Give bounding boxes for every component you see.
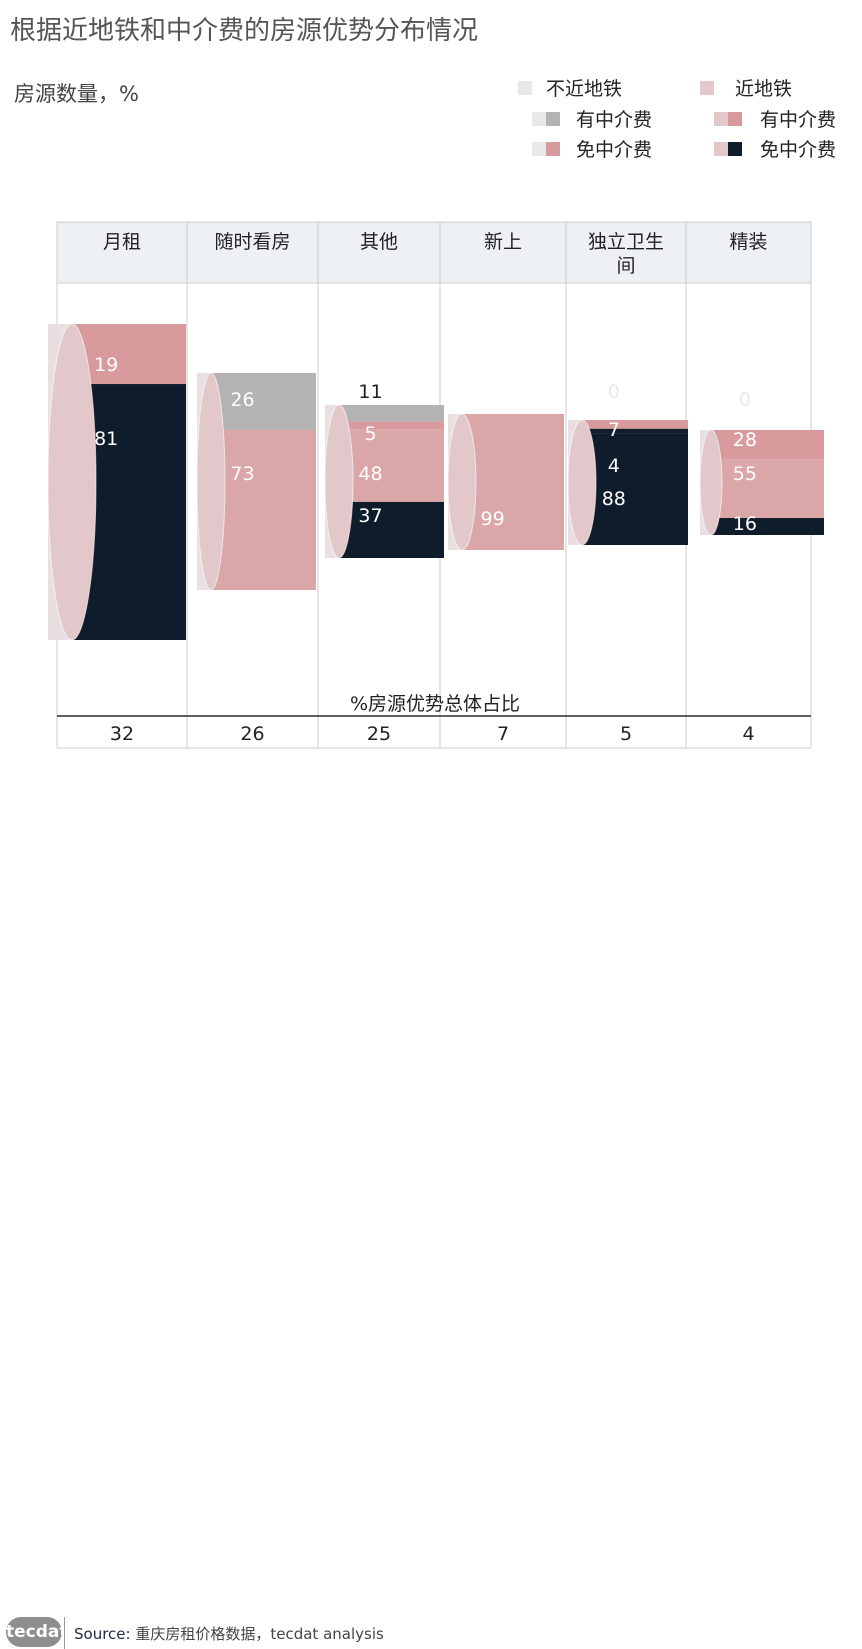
legend-swatch-near-nofee-a [714,142,728,156]
cylinder-left-cap [448,414,476,550]
cylinder-4 [447,413,564,551]
cylinder-segment [339,405,444,422]
category-label: 间 [616,255,635,277]
cylinder-5 [567,419,688,546]
source-divider [64,1617,65,1649]
cylinder-segment [582,428,688,434]
legend-label-far-fee: 有中介费 [576,109,653,131]
legend-label-far: 不近地铁 [546,78,623,100]
cylinder-cap-outline [196,372,226,591]
segment-value-label: 55 [733,463,757,485]
segment-value-label: 0 [608,381,620,403]
cylinder-cap-outline [567,419,597,546]
segment-value-label: 19 [94,354,118,376]
source-label: Source: [74,1625,131,1643]
legend-label-near-nofee: 免中介费 [760,139,837,161]
legend-label-near: 近地铁 [735,78,793,100]
category-label: 新上 [484,231,522,253]
cylinder-left-cap [568,420,596,545]
category-label: 月租 [103,231,141,253]
source-value: 重庆房租价格数据，tecdat analysis [135,1625,384,1643]
cylinder-6 [699,429,824,536]
legend-swatch-near-fee-b [728,112,742,126]
cylinder-cap-outline [47,323,97,641]
cylinder-3 [324,404,444,559]
segment-value-label: 48 [358,463,382,485]
header-background [57,222,811,283]
source-bar: tecdat Source: 重庆房租价格数据，tecdat analysis [0,805,862,1649]
cylinder-segment [582,420,688,429]
cylinder-2 [196,372,316,591]
cylinder-left-cap [700,430,722,535]
legend-label-near-fee: 有中介费 [760,109,837,131]
source-text: Source: 重庆房租价格数据，tecdat analysis [74,1623,384,1644]
legend-swatch-near-fee-a [714,112,728,126]
total-share-value: 7 [497,723,509,745]
total-share-value: 26 [240,723,264,745]
segment-value-label: 7 [608,419,620,441]
segment-value-label: 4 [608,455,620,477]
cylinder-segment [211,429,316,590]
legend: 不近地铁 近地铁 有中介费 有中介费 免中介费 免中介费 [0,0,862,170]
segment-value-label: 37 [358,505,382,527]
legend-swatch-far-nofee-a [532,142,546,156]
legend-swatch-far-nofee-b [546,142,560,156]
category-label: 独立卫生 [588,231,664,253]
cylinder-left-cap [197,373,225,590]
cylinder-segment [711,430,824,460]
segment-value-label: 99 [481,508,505,530]
total-share-value: 32 [110,723,134,745]
segment-value-label: 88 [602,488,626,510]
cylinder-segment [339,429,444,502]
cylinder-segment [711,518,824,535]
legend-swatch-far [518,81,532,95]
legend-swatch-near-nofee-b [728,142,742,156]
segment-value-label: 81 [94,428,118,450]
segment-value-label: 73 [230,463,254,485]
cylinder-segment [339,421,444,430]
total-share-label: %房源优势总体占比 [350,693,520,715]
total-share-value: 25 [367,723,391,745]
cylinder-segment [72,324,186,385]
segment-value-label: 11 [358,381,382,403]
category-label: 随时看房 [214,231,290,253]
segment-value-label: 26 [230,389,254,411]
segment-value-label: 5 [364,423,376,445]
legend-swatch-near [700,81,714,95]
cylinder-cap-outline [324,404,354,559]
chart-title: 根据近地铁和中介费的房源优势分布情况 [10,16,479,46]
cylinder-segment [711,459,824,519]
category-label: 精装 [729,231,767,253]
segment-value-label: 0 [739,389,751,411]
segment-value-label: 28 [733,429,757,451]
total-share-value: 4 [742,723,754,745]
cylinder-segment [339,501,444,558]
legend-swatch-far-fee-b [546,112,560,126]
tecdat-logo: tecdat [6,1617,68,1647]
cylinder-left-cap [48,324,96,640]
cylinder-segment [211,373,316,430]
chart-subtitle: 房源数量，% [14,82,139,106]
category-label: 其他 [360,231,398,253]
cylinder-segment [582,433,688,545]
total-share-value: 5 [620,723,632,745]
cylinder-left-cap [325,405,353,558]
cylinder-segment [462,414,564,550]
legend-swatch-far-fee-a [532,112,546,126]
cylinder-1 [47,323,186,641]
cylinder-cap-outline [699,429,723,536]
legend-label-far-nofee: 免中介费 [576,139,653,161]
cylinder-cap-outline [447,413,477,551]
segment-value-label: 16 [733,513,757,535]
